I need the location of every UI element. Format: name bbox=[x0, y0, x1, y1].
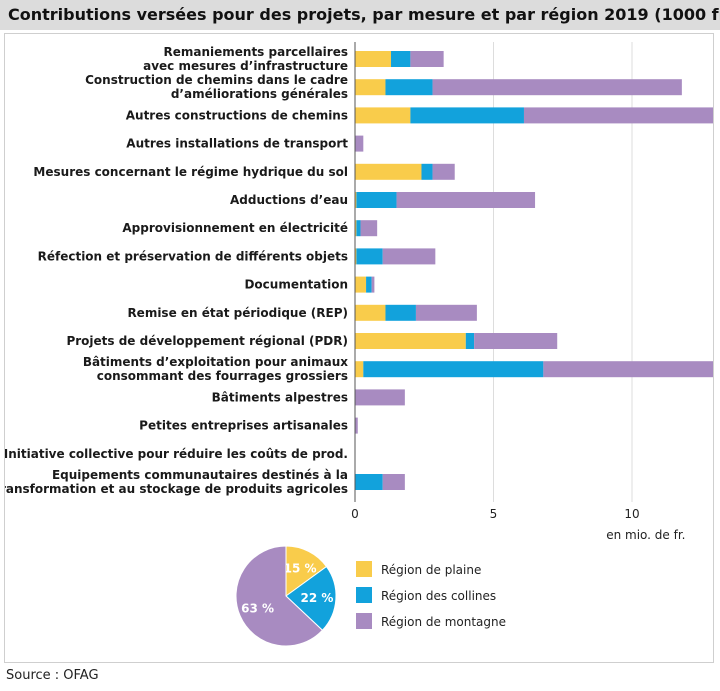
bar-segment bbox=[360, 220, 378, 237]
legend-label: Région des collines bbox=[381, 589, 496, 603]
bar-segment bbox=[356, 248, 383, 265]
category-label: Initiative collective pour réduire les c… bbox=[5, 447, 348, 461]
category-label: Equipements communautaires destinés à la… bbox=[5, 468, 348, 496]
legend-label: Région de plaine bbox=[381, 563, 481, 577]
legend-swatch bbox=[356, 613, 372, 629]
pie-slice bbox=[235, 545, 324, 647]
bar-segment bbox=[355, 276, 367, 293]
bar-segment bbox=[382, 248, 436, 265]
category-label: Autres installations de transport bbox=[126, 137, 348, 151]
bar-segment bbox=[474, 333, 558, 349]
category-label: Projets de développement régional (PDR) bbox=[66, 334, 348, 348]
chart-title: Contributions versées pour des projets, … bbox=[8, 5, 720, 24]
bar-segment bbox=[355, 474, 383, 490]
bar-segment bbox=[355, 389, 405, 406]
bar-segment bbox=[356, 220, 361, 237]
chart-svg: Remaniements parcellaires avec mesures d’… bbox=[5, 42, 713, 647]
category-label: Bâtiments d’exploitation pour animaux con… bbox=[83, 355, 348, 383]
category-label: Mesures concernant le régime hydrique du… bbox=[33, 165, 348, 179]
bar-segment bbox=[385, 79, 433, 96]
chart-frame: Remaniements parcellaires avec mesures d’… bbox=[4, 33, 714, 663]
bar-segment bbox=[366, 276, 372, 293]
bar-segment bbox=[356, 192, 397, 208]
category-label: Autres constructions de chemins bbox=[126, 108, 348, 122]
bar-segment bbox=[355, 304, 386, 321]
bar-segment bbox=[385, 304, 416, 321]
category-label: Construction de chemins dans le cadre d’a… bbox=[85, 73, 348, 101]
pie-value-label: 15 % bbox=[284, 561, 317, 575]
pie-value-label: 22 % bbox=[300, 591, 333, 605]
bar-segment bbox=[363, 361, 544, 378]
bar-segment bbox=[415, 304, 477, 321]
bar-segment bbox=[410, 107, 524, 124]
bar-segment bbox=[355, 220, 357, 237]
category-label: Adductions d’eau bbox=[230, 193, 348, 207]
x-tick-label: 5 bbox=[490, 507, 498, 521]
bar-segment bbox=[432, 79, 682, 96]
category-label: Approvisionnement en électricité bbox=[122, 221, 348, 235]
bar-segment bbox=[382, 474, 405, 490]
bar-segment bbox=[432, 163, 455, 180]
bar-segment bbox=[355, 248, 357, 265]
legend-label: Région de montagne bbox=[381, 615, 506, 629]
bar-segment bbox=[355, 333, 466, 349]
bar-segment bbox=[355, 107, 411, 124]
bar-segment bbox=[396, 192, 536, 208]
title-bar: Contributions versées pour des projets, … bbox=[0, 0, 720, 30]
x-tick-label: 10 bbox=[624, 507, 639, 521]
bar-segment bbox=[523, 107, 713, 124]
category-label: Réfection et préservation de différents … bbox=[38, 249, 348, 263]
pie-value-label: 63 % bbox=[241, 601, 274, 615]
category-label: Remaniements parcellaires avec mesures d’… bbox=[143, 45, 348, 73]
legend-swatch bbox=[356, 561, 372, 577]
x-axis-label: en mio. de fr. bbox=[606, 528, 685, 542]
bar-segment bbox=[355, 79, 386, 96]
category-label: Documentation bbox=[244, 278, 348, 292]
bar-segment bbox=[355, 135, 364, 152]
category-label: Bâtiments alpestres bbox=[212, 390, 348, 404]
legend-swatch bbox=[356, 587, 372, 603]
bar-segment bbox=[465, 333, 475, 349]
bar-segment bbox=[410, 51, 444, 67]
category-label: Petites entreprises artisanales bbox=[139, 419, 348, 433]
bar-segment bbox=[543, 361, 713, 378]
bar-segment bbox=[421, 163, 433, 180]
bar-segment bbox=[355, 163, 422, 180]
category-label: Remise en état périodique (REP) bbox=[127, 306, 348, 320]
bar-segment bbox=[371, 276, 375, 293]
bar-segment bbox=[355, 192, 357, 208]
bar-segment bbox=[355, 417, 358, 434]
bar-segment bbox=[355, 51, 392, 67]
pie-slice bbox=[285, 565, 337, 631]
x-tick-label: 0 bbox=[351, 507, 359, 521]
source-note: Source : OFAG bbox=[6, 668, 99, 683]
bar-segment bbox=[355, 361, 364, 378]
bar-segment bbox=[391, 51, 411, 67]
